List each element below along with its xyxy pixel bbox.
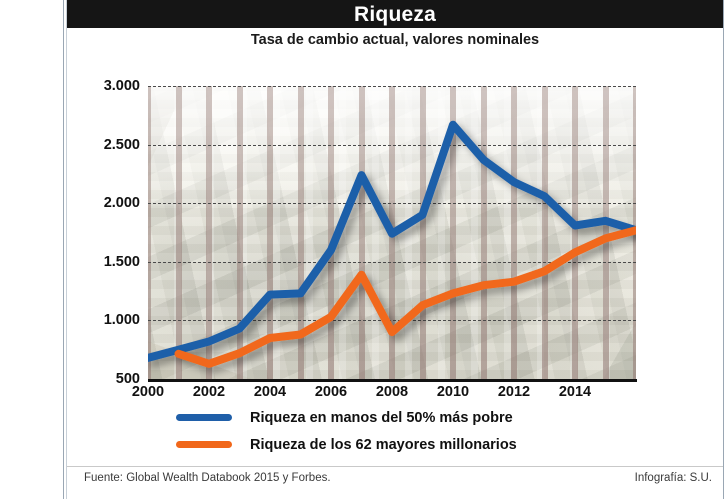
x-tick-label: 2012 xyxy=(497,384,531,400)
legend-item-poorest-50[interactable]: Riqueza en manos del 50% más pobre xyxy=(176,404,646,431)
line-poorest-50 xyxy=(148,120,636,362)
x-tick-label: 2010 xyxy=(436,384,470,400)
year-band xyxy=(480,86,487,379)
x-tick-label: 2014 xyxy=(558,384,592,400)
line-top-62 xyxy=(174,226,636,368)
footer-divider xyxy=(67,466,723,467)
x-tick-label: 2006 xyxy=(314,384,348,400)
page-title: Riqueza xyxy=(354,2,436,26)
gridline xyxy=(148,320,636,322)
x-tick-label: 2004 xyxy=(253,384,287,400)
legend-label-poorest-50: Riqueza en manos del 50% más pobre xyxy=(250,409,513,426)
legend-item-top-62[interactable]: Riqueza de los 62 mayores millonarios xyxy=(176,431,646,458)
y-tick-label: 2.500 xyxy=(103,136,140,153)
title-bar: Riqueza xyxy=(67,0,723,28)
year-band xyxy=(602,86,609,379)
y-tick-label: 3.000 xyxy=(103,78,140,94)
year-band xyxy=(541,86,548,379)
gridline xyxy=(148,144,636,146)
footer: Fuente: Global Wealth Databook 2015 y Fo… xyxy=(84,472,712,484)
year-band xyxy=(236,86,243,379)
year-band xyxy=(175,86,182,379)
footer-credit: Infografía: S.U. xyxy=(634,472,712,484)
y-tick-label: 500 xyxy=(115,371,140,387)
gridline xyxy=(148,203,636,205)
chart-subtitle: Tasa de cambio actual, valores nominales xyxy=(250,32,540,48)
legend-swatch-blue xyxy=(176,414,232,421)
year-band xyxy=(511,86,517,379)
x-tick-label: 2000 xyxy=(131,384,165,400)
chart-legend: Riqueza en manos del 50% más pobre Rique… xyxy=(176,404,646,458)
year-band xyxy=(148,86,151,379)
chart-plot-area xyxy=(148,86,636,379)
left-rule-inner xyxy=(66,0,67,499)
gridline xyxy=(148,86,636,87)
year-band xyxy=(572,86,578,379)
year-band xyxy=(206,86,212,379)
x-tick-label: 2002 xyxy=(192,384,226,400)
series-lines xyxy=(148,120,636,368)
year-band xyxy=(450,86,456,379)
year-band xyxy=(358,86,365,379)
year-band xyxy=(267,86,273,379)
legend-label-top-62: Riqueza de los 62 mayores millonarios xyxy=(250,436,517,453)
year-band xyxy=(419,86,426,379)
x-axis-line xyxy=(148,379,637,382)
x-tick-label: 2008 xyxy=(375,384,409,400)
year-band xyxy=(297,86,304,379)
y-tick-label: 2.000 xyxy=(103,195,140,212)
y-tick-label: 1.500 xyxy=(103,253,140,270)
y-axis-tick-labels: 3.000 2.500 2.000 1.500 1.000 500 xyxy=(76,0,140,499)
y-tick-label: 1.000 xyxy=(103,312,140,329)
legend-swatch-orange xyxy=(176,441,232,448)
gridline xyxy=(148,261,636,263)
year-band xyxy=(328,86,334,379)
footer-source: Fuente: Global Wealth Databook 2015 y Fo… xyxy=(84,472,331,484)
left-rule-outer xyxy=(63,0,64,499)
